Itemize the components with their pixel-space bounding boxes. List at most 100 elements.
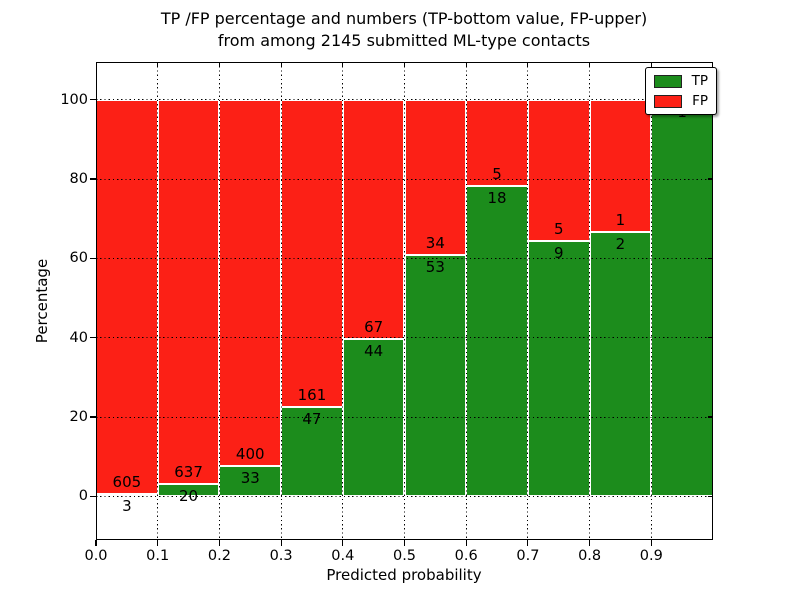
gridline-horizontal xyxy=(96,257,713,259)
x-tick-label: 0.5 xyxy=(392,548,417,564)
x-tick-mark xyxy=(589,540,591,546)
y-tick-label: 100 xyxy=(60,91,88,108)
y-tick-mark xyxy=(90,337,96,339)
legend-item-tp: TP xyxy=(654,74,708,88)
x-tick-mark xyxy=(403,540,406,546)
fp-color-swatch xyxy=(654,94,683,108)
x-tick-label: 0.9 xyxy=(639,548,663,564)
x-tick-mark-top xyxy=(280,62,282,67)
x-tick-mark-top xyxy=(157,62,159,67)
tp-bar-segment xyxy=(527,241,590,497)
chart-title-line1: TP /FP percentage and numbers (TP-bottom… xyxy=(160,9,648,28)
x-tick-label: 0.4 xyxy=(331,548,355,564)
fp-bar-segment xyxy=(404,99,467,255)
x-tick-mark xyxy=(342,540,344,546)
gridline-vertical xyxy=(589,62,591,540)
gridline-vertical xyxy=(342,62,344,540)
tp-count-label: 33 xyxy=(240,469,260,488)
x-tick-mark xyxy=(157,540,159,546)
y-tick-mark xyxy=(90,257,96,259)
gridline-vertical xyxy=(404,62,405,540)
y-tick-mark xyxy=(90,416,96,418)
x-axis-label: Predicted probability xyxy=(326,566,482,584)
tp-bar-segment xyxy=(651,99,713,497)
chart-title: TP /FP percentage and numbers (TP-bottom… xyxy=(161,8,647,52)
x-tick-label: 0.8 xyxy=(578,548,602,564)
gridline-horizontal xyxy=(96,495,713,497)
fp-count-label: 34 xyxy=(425,233,445,252)
x-tick-mark xyxy=(465,540,467,546)
x-tick-mark xyxy=(650,540,652,546)
x-tick-mark xyxy=(218,540,220,546)
x-tick-mark-top xyxy=(650,62,652,67)
x-tick-label: 0.1 xyxy=(146,548,170,564)
legend: TP FP xyxy=(645,67,717,115)
x-tick-mark-top xyxy=(342,62,344,67)
tp-color-swatch xyxy=(654,74,682,88)
tp-count-label: 53 xyxy=(425,257,445,276)
x-tick-mark-top xyxy=(589,62,591,67)
legend-item-fp: FP xyxy=(654,94,708,108)
x-tick-label: 0.6 xyxy=(454,548,478,564)
x-tick-mark-top xyxy=(527,62,529,67)
x-tick-mark-top xyxy=(218,62,220,67)
legend-label-tp: TP xyxy=(691,73,708,89)
fp-count-label: 161 xyxy=(297,385,327,404)
tp-bar-segment xyxy=(404,254,467,497)
y-tick-mark xyxy=(90,495,96,497)
gridline-horizontal xyxy=(96,337,713,339)
gridline-vertical xyxy=(280,62,282,540)
tp-count-label: 18 xyxy=(487,188,507,207)
x-tick-label: 0.7 xyxy=(516,548,540,564)
y-tick-mark-right xyxy=(708,178,713,180)
x-tick-label: 0.3 xyxy=(269,548,293,564)
y-tick-label: 80 xyxy=(69,171,88,188)
x-tick-mark xyxy=(95,540,97,546)
tp-bar-segment xyxy=(342,339,405,497)
tp-bar-segment xyxy=(281,406,343,497)
gridline-vertical xyxy=(527,62,529,540)
y-tick-label: 40 xyxy=(69,329,88,346)
fp-bar-segment xyxy=(96,99,158,495)
tp-count-label: 9 xyxy=(553,244,564,263)
chart-title-line2: from among 2145 submitted ML-type contac… xyxy=(217,31,591,50)
y-tick-mark xyxy=(90,178,96,180)
gridline-vertical xyxy=(465,62,467,540)
gridline-horizontal xyxy=(96,178,713,180)
tp-bar-segment xyxy=(219,466,282,497)
tp-count-label: 3 xyxy=(122,497,132,516)
tp-count-label: 20 xyxy=(179,487,199,506)
y-tick-mark-right xyxy=(708,495,713,497)
x-tick-mark xyxy=(280,540,282,546)
legend-label-fp: FP xyxy=(692,93,708,109)
plot-area: TP FP 605 3 637 20 400 33 161 47 67 44 34 53 5 18 5 9 1 2… xyxy=(96,62,717,540)
fp-count-label: 637 xyxy=(174,463,203,482)
y-tick-mark-right xyxy=(708,337,713,339)
gridline-horizontal xyxy=(96,99,713,101)
gridline-vertical xyxy=(650,62,652,540)
x-tick-label: 0.2 xyxy=(207,548,231,564)
y-tick-mark xyxy=(90,99,96,101)
y-tick-mark-right xyxy=(708,257,713,259)
fp-count-label: 5 xyxy=(492,164,502,183)
y-axis-label: Percentage xyxy=(33,258,51,344)
x-tick-mark xyxy=(527,540,529,546)
y-tick-mark-right xyxy=(708,416,713,418)
fp-count-label: 5 xyxy=(553,220,564,239)
gridline-vertical xyxy=(157,62,159,540)
fp-bar-segment xyxy=(157,99,220,485)
fp-bar-segment xyxy=(219,99,282,467)
fp-count-label: 400 xyxy=(235,445,265,464)
tp-count-label: 47 xyxy=(302,409,322,428)
x-tick-label: 0.0 xyxy=(84,548,108,564)
fp-count-label: 605 xyxy=(112,473,142,492)
y-tick-label: 60 xyxy=(69,250,88,267)
x-tick-mark-top xyxy=(403,62,406,67)
fp-count-label: 1 xyxy=(615,210,626,229)
y-tick-label: 20 xyxy=(69,409,88,426)
x-tick-mark-top xyxy=(465,62,467,67)
y-tick-label: 0 xyxy=(78,488,88,505)
tp-bar-segment xyxy=(466,185,528,497)
fp-bar-segment xyxy=(342,99,405,340)
